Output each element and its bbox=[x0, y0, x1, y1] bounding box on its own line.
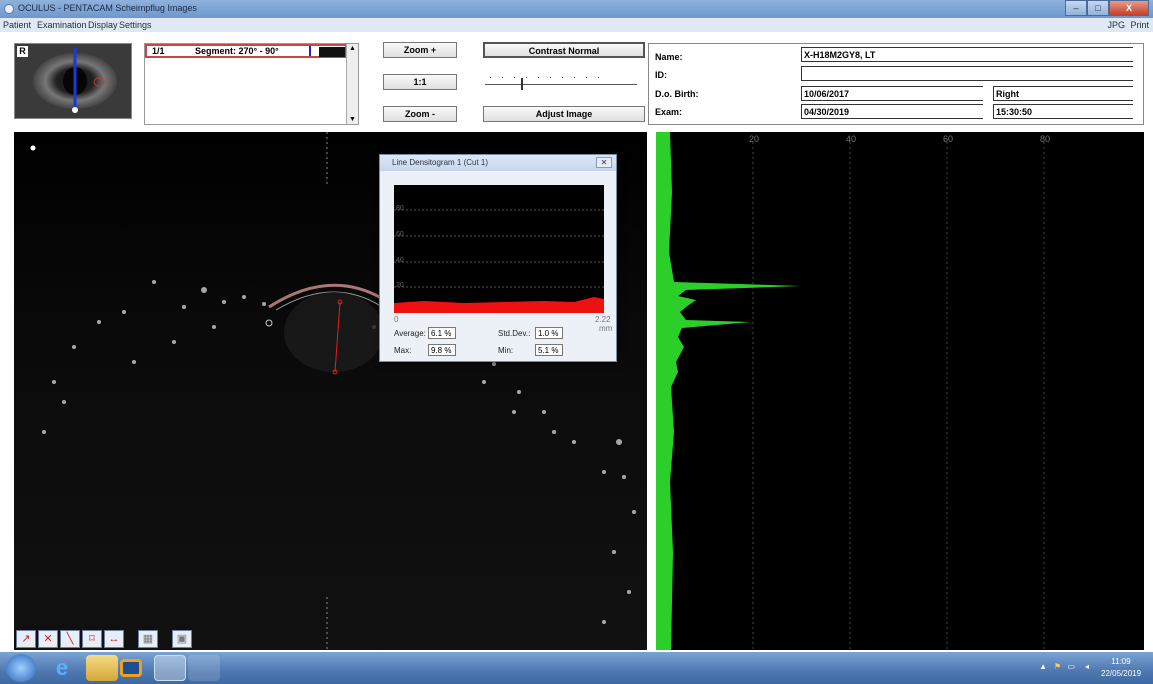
menu-examination[interactable]: Examination bbox=[37, 20, 87, 30]
one-to-one-button[interactable]: 1:1 bbox=[383, 74, 457, 90]
zoom-out-button[interactable]: Zoom - bbox=[383, 106, 457, 122]
dob-field: 10/06/2017 bbox=[801, 86, 983, 101]
average-label: Average: bbox=[394, 329, 426, 338]
max-value: 9.8 % bbox=[428, 344, 456, 356]
menu-settings[interactable]: Settings bbox=[119, 20, 152, 30]
densitogram-close-button[interactable]: ✕ bbox=[596, 157, 612, 168]
density-graph: 20 40 60 80 bbox=[656, 132, 1144, 650]
segment-scrollbar[interactable]: ▲ ▼ bbox=[346, 44, 358, 124]
eye-thumbnail[interactable]: R bbox=[14, 43, 132, 119]
segment-label: Segment: 270° - 90° bbox=[195, 46, 279, 56]
eye-side-label: R bbox=[17, 46, 28, 57]
densitogram-area bbox=[394, 297, 604, 313]
close-button[interactable]: X bbox=[1109, 0, 1149, 16]
eye-side-field: Right bbox=[993, 86, 1133, 101]
delete-measure-icon[interactable]: ✕ bbox=[38, 630, 58, 648]
densito-x-unit: mm bbox=[599, 324, 613, 333]
id-label: ID: bbox=[655, 70, 667, 80]
densito-ytick-20: 20 bbox=[396, 282, 404, 289]
densito-x-end: 2.22 bbox=[595, 315, 611, 324]
zoom-in-button[interactable]: Zoom + bbox=[383, 42, 457, 58]
segment-marker-icon bbox=[309, 46, 315, 56]
clock-date[interactable]: 22/05/2019 bbox=[1101, 669, 1142, 678]
densitogram-title: Line Densitogram 1 (Cut 1) bbox=[380, 155, 616, 171]
adjust-image-button[interactable]: Adjust Image bbox=[483, 106, 645, 122]
densitogram-plot: 80 60 40 20 bbox=[394, 185, 604, 313]
densito-ytick-40: 40 bbox=[396, 257, 404, 264]
densitogram-tool-icon[interactable]: ▦ bbox=[138, 630, 158, 648]
exam-date-field: 04/30/2019 bbox=[801, 104, 983, 119]
min-label: Min: bbox=[498, 346, 514, 355]
tray-flag-icon[interactable]: ⚑ bbox=[1053, 662, 1061, 671]
menu-patient[interactable]: Patient bbox=[3, 20, 32, 30]
menu-bar: Patient Examination Display Settings JPG… bbox=[0, 18, 1153, 32]
app-area: R 1/1 Segment: 270° - 90° ▲ ▼ Zoom + 1:1… bbox=[0, 32, 1153, 652]
graph-tick-60: 60 bbox=[943, 134, 954, 144]
maximize-button[interactable]: □ bbox=[1087, 0, 1109, 16]
slider-ticks: ·········· bbox=[489, 72, 609, 82]
graph-tick-40: 40 bbox=[846, 134, 857, 144]
scroll-down-icon[interactable]: ▼ bbox=[349, 116, 356, 123]
id-field bbox=[801, 66, 1133, 81]
menu-display[interactable]: Display bbox=[88, 20, 118, 30]
segment-index: 1/1 bbox=[152, 46, 165, 56]
start-button[interactable] bbox=[6, 654, 36, 682]
window-controls: – □ X bbox=[1065, 0, 1149, 16]
densitogram-chart bbox=[394, 209, 604, 313]
contrast-slider[interactable]: ·········· bbox=[483, 68, 645, 90]
minimize-button[interactable]: – bbox=[1065, 0, 1087, 16]
file-explorer-icon[interactable] bbox=[86, 655, 118, 681]
name-field: X-H18M2GY8, LT bbox=[801, 47, 1133, 62]
exam-label: Exam: bbox=[655, 107, 683, 117]
scroll-up-icon[interactable]: ▲ bbox=[349, 45, 356, 52]
app-icon bbox=[4, 4, 14, 14]
slider-track bbox=[485, 84, 637, 85]
menu-jpg[interactable]: JPG bbox=[1107, 20, 1125, 30]
density-graph-plot bbox=[656, 132, 1045, 650]
segment-preview-image bbox=[319, 47, 345, 57]
window-title: OCULUS - PENTACAM Scheimpflug Images bbox=[18, 3, 197, 13]
clock-time[interactable]: 11:09 bbox=[1111, 657, 1131, 666]
max-label: Max: bbox=[394, 346, 412, 355]
measure-tool-icon[interactable]: ↗ bbox=[16, 630, 36, 648]
min-value: 5.1 % bbox=[535, 344, 563, 356]
stddev-value: 1.0 % bbox=[535, 327, 563, 339]
contrast-normal-button[interactable]: Contrast Normal bbox=[483, 42, 645, 58]
segment-list[interactable]: 1/1 Segment: 270° - 90° ▲ ▼ bbox=[144, 43, 359, 125]
densito-x-start: 0 bbox=[394, 315, 399, 324]
densito-ytick-60: 60 bbox=[396, 231, 404, 238]
line-tool-icon[interactable]: ╲ bbox=[60, 630, 80, 648]
recorder-icon[interactable] bbox=[188, 655, 220, 681]
pentacam-task-icon[interactable] bbox=[154, 655, 186, 681]
dob-label: D.o. Birth: bbox=[655, 89, 699, 99]
segment-row[interactable]: 1/1 Segment: 270° - 90° bbox=[145, 44, 347, 58]
exam-time-field: 15:30:50 bbox=[993, 104, 1133, 119]
internet-explorer-icon[interactable]: e bbox=[55, 655, 69, 680]
densito-ytick-80: 80 bbox=[396, 205, 404, 212]
line-densitogram-dialog[interactable]: Line Densitogram 1 (Cut 1) ✕ 80 60 40 20… bbox=[379, 154, 617, 362]
export-tool-icon[interactable]: ▣ bbox=[172, 630, 192, 648]
name-label: Name: bbox=[655, 52, 683, 62]
taskbar: e ▲ ⚑ ▭ ◂ 11:09 22/05/2019 bbox=[0, 652, 1153, 684]
average-value: 6.1 % bbox=[428, 327, 456, 339]
stddev-label: Std.Dev.: bbox=[498, 329, 531, 338]
polygon-tool-icon[interactable]: ⌑ bbox=[82, 630, 102, 648]
patient-info-panel: Name: X-H18M2GY8, LT ID: D.o. Birth: 10/… bbox=[648, 43, 1144, 125]
slider-thumb[interactable] bbox=[521, 78, 523, 90]
distance-tool-icon[interactable]: ↔ bbox=[104, 630, 124, 648]
graph-tick-80: 80 bbox=[1040, 134, 1051, 144]
tray-up-arrow-icon[interactable]: ▲ bbox=[1039, 662, 1047, 671]
tray-network-icon[interactable]: ▭ bbox=[1067, 662, 1075, 671]
eye-thumbnail-image bbox=[15, 44, 131, 118]
graph-tick-20: 20 bbox=[749, 134, 760, 144]
title-bar: OCULUS - PENTACAM Scheimpflug Images – □… bbox=[0, 0, 1153, 18]
tray-volume-icon[interactable]: ◂ bbox=[1084, 662, 1089, 671]
menu-print[interactable]: Print bbox=[1130, 20, 1149, 30]
media-player-icon[interactable] bbox=[120, 659, 142, 677]
